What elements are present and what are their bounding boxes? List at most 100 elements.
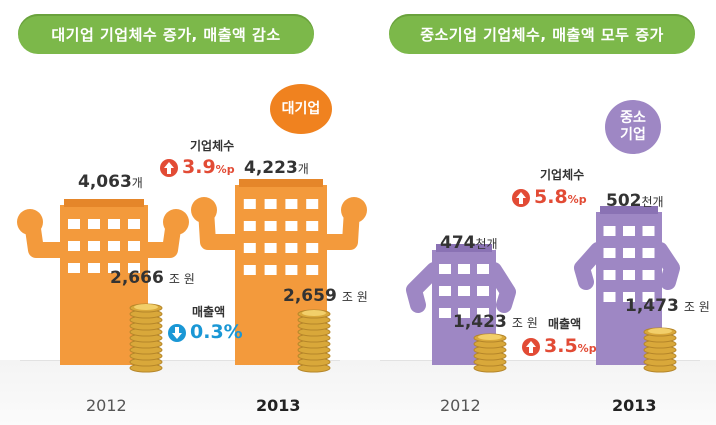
sme-2013-coin-top (648, 328, 672, 334)
bubble-sme-line2: 기업 (620, 127, 646, 143)
sme-sales-change-value: 3.5 (544, 335, 578, 357)
sme-2013-building-window (642, 292, 655, 302)
sme-2013-sales-value: 1,473 (625, 296, 679, 316)
large-2012-sales-value: 2,666 (110, 268, 164, 288)
sme-2013-sales-unit: 조 원 (683, 300, 710, 314)
large-2012-building-window (108, 219, 120, 229)
sme-firms-change-unit: %p (567, 193, 587, 206)
sme-2012-arm-right (486, 262, 516, 313)
large-2013-sales-value: 2,659 (283, 286, 337, 306)
sme-2012-building-window (439, 264, 451, 274)
banner-sme: 중소기업 기업체수, 매출액 모두 증가 (389, 14, 695, 54)
up-arrow-icon (512, 188, 530, 207)
large-2013-building-window (285, 243, 298, 253)
large-sales-change-unit: % (223, 321, 243, 343)
sme-2013-building-window (603, 226, 616, 236)
sme-2013-firms: 502천개 (606, 191, 664, 211)
sme-firms-change: 5.8%p (512, 186, 587, 208)
large-firms-change: 3.9%p (160, 156, 235, 178)
large-2013-building-window (306, 199, 319, 209)
banner-large: 대기업 기업체수 증가, 매출액 감소 (18, 14, 314, 54)
large-2012-coin-top (134, 304, 158, 310)
sme-2012-building-window (439, 308, 451, 318)
large-2012-sales: 2,666 조 원 (110, 268, 195, 288)
sme-2012-building-roof (436, 244, 492, 252)
large-sales-change-label: 매출액 (192, 305, 226, 319)
sme-2012-firms-unit: 천개 (475, 237, 498, 251)
large-2012-building-window (128, 219, 140, 229)
sme-firms-change-value: 5.8 (534, 186, 568, 208)
sme-2012-sales-unit: 조 원 (511, 316, 538, 330)
sme-2012-building-window (458, 308, 470, 318)
floor-line-right (380, 360, 700, 361)
sme-2012-building-window (477, 264, 489, 274)
sme-2013-building-window (623, 248, 635, 258)
year-large-2012: 2012 (86, 396, 127, 415)
sme-2012-arm-left (406, 262, 442, 313)
sme-2012-sales: 1,423 조 원 (453, 312, 538, 332)
up-arrow-icon (160, 158, 178, 177)
sme-2013-building-window (642, 270, 655, 280)
large-2012-building-window (128, 263, 140, 273)
year-large-2013: 2013 (256, 396, 301, 415)
large-firms-change-value: 3.9 (182, 156, 216, 178)
large-2012-building-window (108, 241, 120, 251)
down-arrow-icon (168, 323, 186, 342)
sme-2012-firms-value: 474 (440, 233, 476, 253)
large-2013-fist-right (341, 197, 367, 223)
large-2013-firms: 4,223개 (244, 158, 309, 178)
large-2013-firms-unit: 개 (297, 162, 309, 176)
sme-2012-coin-top (478, 334, 502, 340)
large-2013-building-window (264, 265, 277, 275)
large-2013-sales-unit: 조 원 (341, 290, 368, 304)
large-2012-building-window (88, 241, 100, 251)
sme-2013-arm-right (652, 242, 680, 290)
large-2012-building-window (88, 219, 100, 229)
sme-2012-building-window (458, 264, 470, 274)
large-2012-building-window (88, 263, 100, 273)
large-2012-building-roof (64, 199, 144, 207)
large-2013-building-window (243, 243, 256, 253)
sme-2013-building-window (642, 226, 655, 236)
up-arrow-icon (522, 337, 540, 356)
sme-2013-building-window (603, 248, 616, 258)
large-2013-building-window (264, 221, 277, 231)
sme-2012-firms: 474천개 (440, 233, 498, 253)
sme-2013-building-window (642, 248, 655, 258)
sme-2012-building-window (458, 286, 470, 296)
floor-line-left (20, 360, 340, 361)
sme-2012-sales-value: 1,423 (453, 312, 507, 332)
large-2013-building-roof (239, 179, 323, 187)
large-2013-fist-left (191, 197, 217, 223)
large-sales-change: 0.3% (168, 321, 243, 343)
large-2012-building-window (68, 263, 80, 273)
large-2013-building-window (285, 199, 298, 209)
large-2013-building-window (306, 221, 319, 231)
sme-sales-change-label: 매출액 (548, 317, 582, 331)
large-2013-building-window (243, 221, 256, 231)
large-2013-building-window (285, 221, 298, 231)
large-sales-change-value: 0.3 (190, 321, 224, 343)
year-sme-2013: 2013 (612, 396, 657, 415)
bubble-large: 대기업 (270, 84, 332, 134)
large-2013-building-window (264, 199, 277, 209)
large-2012-fist-left (17, 209, 43, 235)
bubble-sme: 중소 기업 (605, 100, 661, 154)
large-2012-fist-right (163, 209, 189, 235)
sme-2012-building-window (477, 308, 489, 318)
large-2013-coin-top (302, 310, 326, 316)
bubble-large-label: 대기업 (281, 100, 321, 117)
large-2013-firms-value: 4,223 (244, 158, 298, 178)
large-2012-firms-unit: 개 (131, 176, 143, 190)
sme-2013-building-window (603, 270, 616, 280)
large-2013-building-window (243, 265, 256, 275)
sme-2013-arm-left (574, 242, 606, 290)
large-2013-building-window (306, 243, 319, 253)
large-2012-building-window (108, 263, 120, 273)
sme-firms-change-label: 기업체수 (540, 168, 585, 182)
year-sme-2012: 2012 (440, 396, 481, 415)
large-2013-sales: 2,659 조 원 (283, 286, 368, 306)
sme-2013-building-window (603, 292, 616, 302)
sme-sales-change-unit: %p (577, 342, 597, 355)
